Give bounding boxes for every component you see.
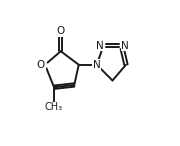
Text: O: O <box>57 26 65 36</box>
Text: O: O <box>37 60 45 70</box>
Text: N: N <box>93 60 101 70</box>
Text: N: N <box>96 41 103 51</box>
Text: CH₃: CH₃ <box>45 102 63 112</box>
Text: N: N <box>122 41 129 51</box>
